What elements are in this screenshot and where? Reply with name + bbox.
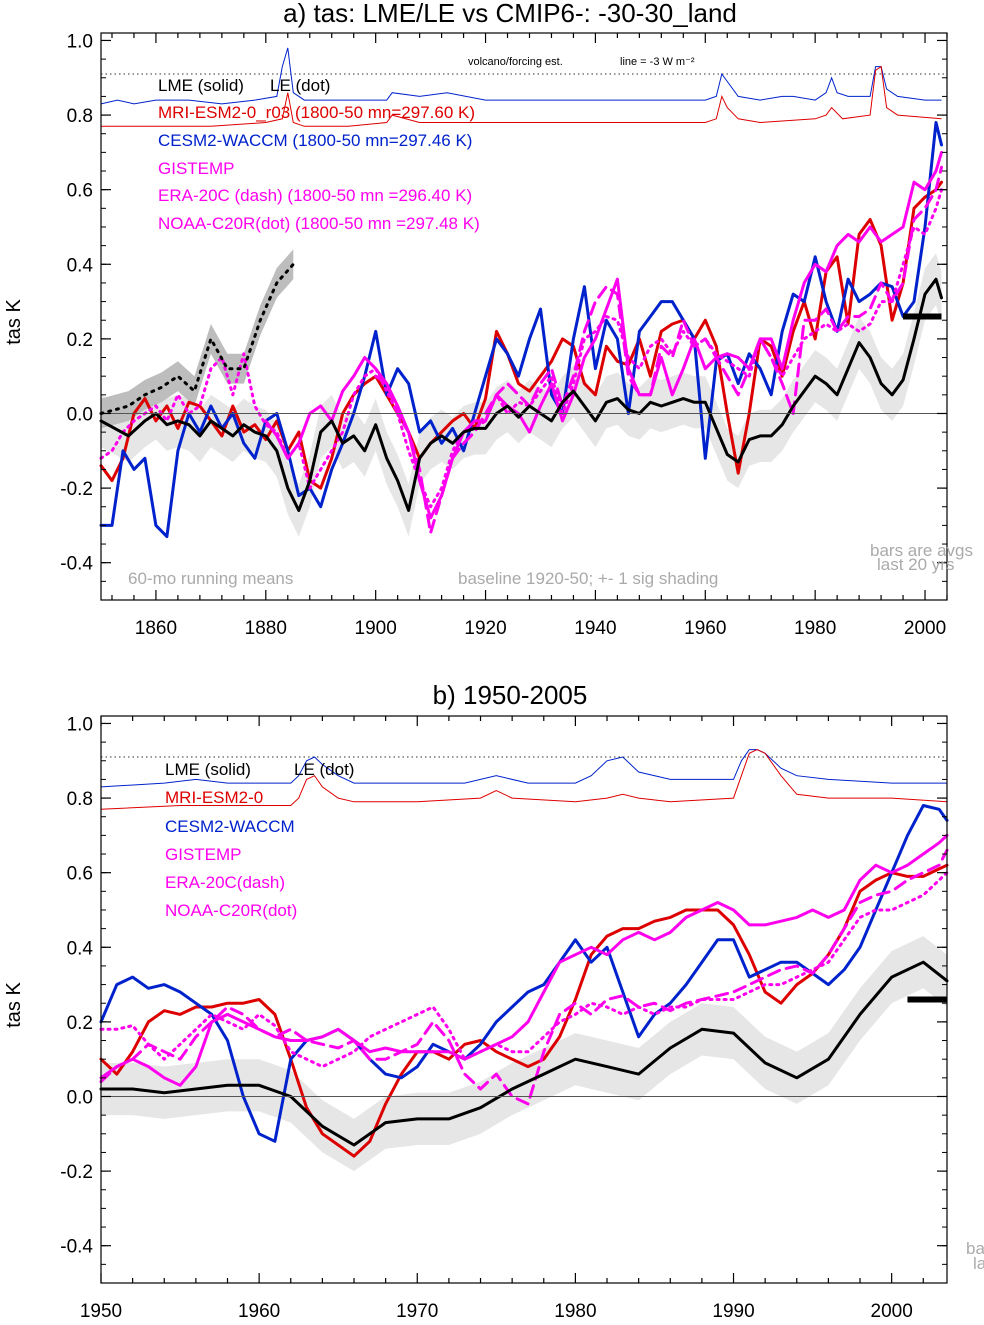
panel-b-ytick-label: 0.4 <box>67 938 94 959</box>
panel-a-ytick-label: -0.4 <box>60 554 93 575</box>
annotation-bars-2: last 20 yrs <box>877 555 954 574</box>
panel-a-xtick-label: 1860 <box>135 618 177 639</box>
panel-a-xtick-label: 1940 <box>574 618 616 639</box>
panel-b-xtick-label: 1990 <box>712 1301 754 1322</box>
annotation-baseline: baseline 1920-50; +- 1 sig shading <box>458 569 718 588</box>
legend-noaa: NOAA-C20R(dot) (1800-50 mn =297.48 K) <box>158 214 480 233</box>
annotation-running-means: 60-mo running means <box>128 569 293 588</box>
legend-b-noaa: NOAA-C20R(dot) <box>165 901 297 920</box>
panel-b-xtick-label: 1950 <box>80 1301 122 1322</box>
panel-b-series-gistemp <box>99 833 949 1087</box>
panel-a-ytick-label: 0.0 <box>67 404 93 425</box>
panel-a-series-gistemp <box>264 150 943 520</box>
panel-b-xtick-label: 1960 <box>238 1301 280 1322</box>
panel-a-volcano-mri <box>101 65 942 127</box>
panel-a-xtick-label: 1900 <box>355 618 397 639</box>
panel-a-ytick-label: 0.8 <box>67 106 93 127</box>
legend-b-gistemp: GISTEMP <box>165 845 242 864</box>
panel-b-xtick-label: 2000 <box>871 1301 913 1322</box>
panel-a-axes: -0.4 -0.2 0.0 0.2 0.4 0.6 0.8 1.0 1860 1880 1900 19… <box>60 31 948 639</box>
panel-b-series-era-20c <box>99 848 949 1106</box>
panel-b-ylabel: tas K <box>3 982 25 1028</box>
panel-a-ytick-label: 0.6 <box>67 181 93 202</box>
legend-b-era: ERA-20C(dash) <box>165 873 285 892</box>
panel-a-xtick-label: 1980 <box>794 618 836 639</box>
panel-a-volcano-lines <box>100 47 947 127</box>
panel-a-series <box>99 121 943 539</box>
panel-a-lme-sigma-shading <box>101 253 942 537</box>
panel-a-xtick-label: 1880 <box>245 618 287 639</box>
panel-a-series-noaa-c20r <box>99 188 943 509</box>
panel-b-shading <box>101 936 947 1172</box>
legend-b-lme: LME (solid) <box>165 760 251 779</box>
panel-a-xtick-label: 2000 <box>904 618 946 639</box>
annotation-line: line = -3 W m⁻² <box>620 56 695 68</box>
panel-b-frame <box>100 715 948 1284</box>
legend-gistemp: GISTEMP <box>158 159 235 178</box>
legend-b-le: LE (dot) <box>294 760 354 779</box>
panel-b-legend: LME (solid) LE (dot) MRI-ESM2-0 CESM2-WA… <box>165 760 354 920</box>
panel-b: b) 1950-2005 tas K -0.4 -0.2 0.0 0.2 0.4 0.6 0… <box>3 680 984 1322</box>
panel-b-xtick-label: 1970 <box>396 1301 438 1322</box>
panel-a-ytick-label: -0.2 <box>60 479 93 500</box>
panel-b-ytick-label: 0.2 <box>67 1013 93 1034</box>
panel-b-volcano-mri <box>100 749 948 810</box>
panel-a-xtick-label: 1960 <box>684 618 726 639</box>
panel-b-title: b) 1950-2005 <box>433 680 588 710</box>
annotation-b-bars-1: ba <box>966 1239 984 1258</box>
panel-a-ylabel: tas K <box>3 299 25 345</box>
panel-a-frame <box>100 32 948 601</box>
panel-a-series-cesm2-waccm <box>99 121 943 539</box>
panel-b-ytick-label: 0.8 <box>67 789 93 810</box>
legend-b-cesm: CESM2-WACCM <box>165 817 295 836</box>
panel-b-axes: -0.4 -0.2 0.0 0.2 0.4 0.6 0.8 1.0 1950 1960 1970 19… <box>60 714 948 1322</box>
panel-b-ytick-label: -0.4 <box>60 1237 93 1258</box>
panel-b-series-lme <box>99 960 949 1147</box>
legend-b-mri: MRI-ESM2-0 <box>165 788 263 807</box>
legend-era: ERA-20C (dash) (1800-50 mn =296.40 K) <box>158 186 472 205</box>
annotation-b-bars-2: la <box>973 1254 984 1273</box>
panel-b-ytick-label: 1.0 <box>67 714 93 735</box>
panel-a-volcano-cesm <box>100 47 942 105</box>
panel-b-ytick-label: 0.6 <box>67 864 93 885</box>
annotation-volcano: volcano/forcing est. <box>468 56 563 68</box>
panel-a-title: a) tas: LME/LE vs CMIP6-: -30-30_land <box>283 0 737 28</box>
panel-a-xtick-label: 1920 <box>464 618 506 639</box>
legend-le: LE (dot) <box>270 76 330 95</box>
panel-b-series-noaa-c20r <box>99 871 949 1069</box>
panel-b-ytick-label: 0.0 <box>67 1087 93 1108</box>
legend-lme: LME (solid) <box>158 76 244 95</box>
panel-b-lme-sigma-shading <box>101 936 947 1172</box>
panel-b-volcano-lines <box>100 749 948 810</box>
panel-a-ytick-label: 0.2 <box>67 330 93 351</box>
panel-a-ytick-label: 1.0 <box>67 31 93 52</box>
legend-mri: MRI-ESM2-0_r03 (1800-50 mn=297.60 K) <box>158 103 475 122</box>
panel-b-xtick-label: 1980 <box>554 1301 596 1322</box>
panel-b-ytick-label: -0.2 <box>60 1162 93 1183</box>
panel-a-shading <box>101 249 942 537</box>
panel-a-legend: LME (solid) LE (dot) MRI-ESM2-0_r03 (180… <box>158 76 480 233</box>
legend-cesm: CESM2-WACCM (1800-50 mn=297.46 K) <box>158 131 472 150</box>
annotation-bars-1: bars are avgs <box>870 541 973 560</box>
panel-a: a) tas: LME/LE vs CMIP6-: -30-30_land ta… <box>3 0 973 639</box>
panel-a-series-le <box>99 262 295 415</box>
panel-a-ytick-label: 0.4 <box>67 255 94 276</box>
panel-a-series-era-20c <box>374 165 943 535</box>
panel-a-le-shading <box>101 249 294 429</box>
